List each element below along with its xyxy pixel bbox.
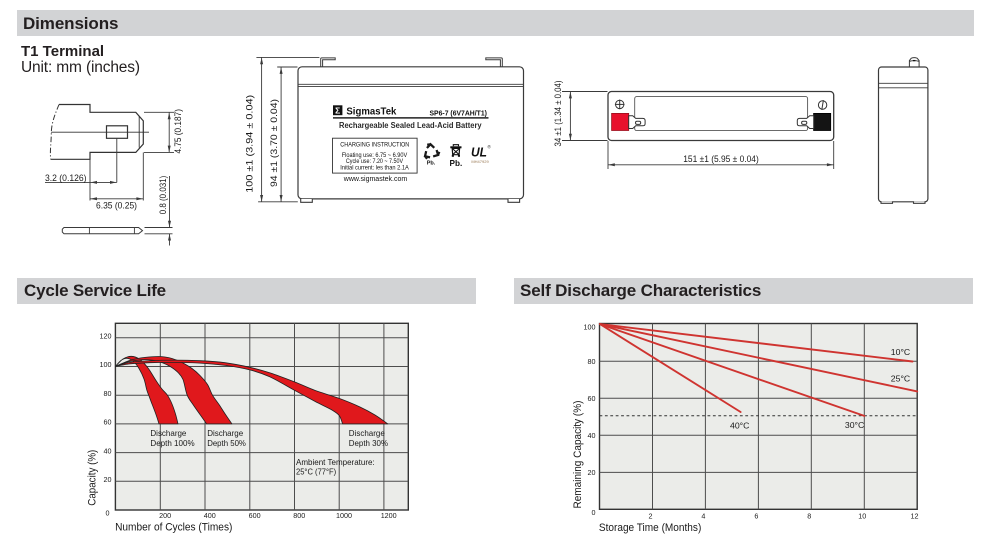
svg-text:Discharge: Discharge [207, 428, 243, 438]
svg-text:3.2 (0.126): 3.2 (0.126) [45, 173, 87, 183]
svg-text:60: 60 [104, 418, 112, 427]
svg-text:2: 2 [649, 512, 653, 521]
svg-text:40: 40 [588, 431, 596, 440]
svg-text:Pb.: Pb. [427, 161, 436, 167]
svg-text:8: 8 [807, 512, 811, 521]
svg-text:1200: 1200 [381, 511, 397, 520]
svg-text:0.8 (0.031): 0.8 (0.031) [158, 176, 168, 215]
svg-text:600: 600 [249, 511, 261, 520]
svg-text:0: 0 [106, 509, 110, 518]
svg-text:Remaining Capacity (%): Remaining Capacity (%) [572, 401, 584, 509]
svg-text:CHARGING INSTRUCTION: CHARGING INSTRUCTION [340, 141, 409, 148]
svg-text:Depth 30%: Depth 30% [349, 438, 388, 448]
svg-text:www.sigmastek.com: www.sigmastek.com [343, 176, 408, 183]
svg-text:40: 40 [104, 446, 112, 455]
svg-text:34 ±1 (1.34 ± 0.04): 34 ±1 (1.34 ± 0.04) [553, 81, 563, 147]
svg-text:6.35 (0.25): 6.35 (0.25) [96, 201, 137, 211]
svg-text:25°C: 25°C [891, 374, 910, 384]
svg-text:®: ® [488, 144, 492, 150]
svg-text:100: 100 [584, 323, 596, 332]
svg-text:Depth 100%: Depth 100% [150, 438, 194, 448]
svg-text:94 ±1 (3.70 ± 0.04): 94 ±1 (3.70 ± 0.04) [269, 99, 279, 187]
svg-text:40°C: 40°C [730, 420, 749, 430]
svg-text:10: 10 [858, 512, 866, 521]
svg-text:151 ±1 (5.95 ± 0.04): 151 ±1 (5.95 ± 0.04) [683, 154, 759, 164]
svg-text:100 ±1 (3.94 ± 0.04): 100 ±1 (3.94 ± 0.04) [245, 95, 255, 193]
svg-text:4.75 (0.187): 4.75 (0.187) [173, 109, 183, 154]
svg-text:Rechargeable Sealed Lead-Acid: Rechargeable Sealed Lead-Acid Battery [339, 121, 482, 130]
svg-text:80: 80 [588, 357, 596, 366]
svg-text:30°C: 30°C [845, 420, 864, 430]
svg-text:6: 6 [754, 512, 758, 521]
svg-text:4: 4 [701, 512, 705, 521]
svg-text:SP6-7 (6V7AH/T1): SP6-7 (6V7AH/T1) [430, 108, 488, 117]
svg-text:60: 60 [588, 394, 596, 403]
svg-text:Discharge: Discharge [150, 428, 186, 438]
svg-text:Ambient Temperature:: Ambient Temperature: [296, 457, 375, 467]
svg-text:UL: UL [471, 145, 487, 159]
svg-text:Σ: Σ [335, 105, 340, 115]
svg-text:Storage Time (Months): Storage Time (Months) [599, 522, 701, 534]
svg-text:MH47929: MH47929 [471, 159, 489, 164]
svg-text:Discharge: Discharge [349, 428, 385, 438]
svg-text:20: 20 [104, 475, 112, 484]
svg-text:Floating use: 6.75 ~ 6.90V: Floating use: 6.75 ~ 6.90V [342, 152, 408, 159]
svg-text:10°C: 10°C [891, 347, 910, 357]
svg-text:120: 120 [100, 332, 112, 341]
svg-text:12: 12 [911, 512, 919, 521]
svg-text:Capacity (%): Capacity (%) [86, 450, 98, 506]
svg-text:800: 800 [293, 511, 305, 520]
svg-text:100: 100 [100, 360, 112, 369]
svg-text:1000: 1000 [336, 511, 352, 520]
svg-text:SigmasTek: SigmasTek [346, 105, 396, 117]
svg-text:200: 200 [159, 511, 171, 520]
svg-text:80: 80 [104, 389, 112, 398]
svg-text:Number of Cycles (Times): Number of Cycles (Times) [115, 521, 232, 533]
svg-text:Initial current: les than 2.1A: Initial current: les than 2.1A [340, 164, 409, 171]
svg-text:Pb.: Pb. [450, 159, 463, 168]
svg-text:25°C (77°F): 25°C (77°F) [296, 467, 336, 477]
svg-text:400: 400 [204, 511, 216, 520]
svg-text:Depth 50%: Depth 50% [207, 438, 246, 448]
svg-text:Cycle use: 7.20 ~ 7.50V: Cycle use: 7.20 ~ 7.50V [346, 158, 404, 165]
svg-text:20: 20 [588, 468, 596, 477]
svg-text:0: 0 [592, 508, 596, 517]
